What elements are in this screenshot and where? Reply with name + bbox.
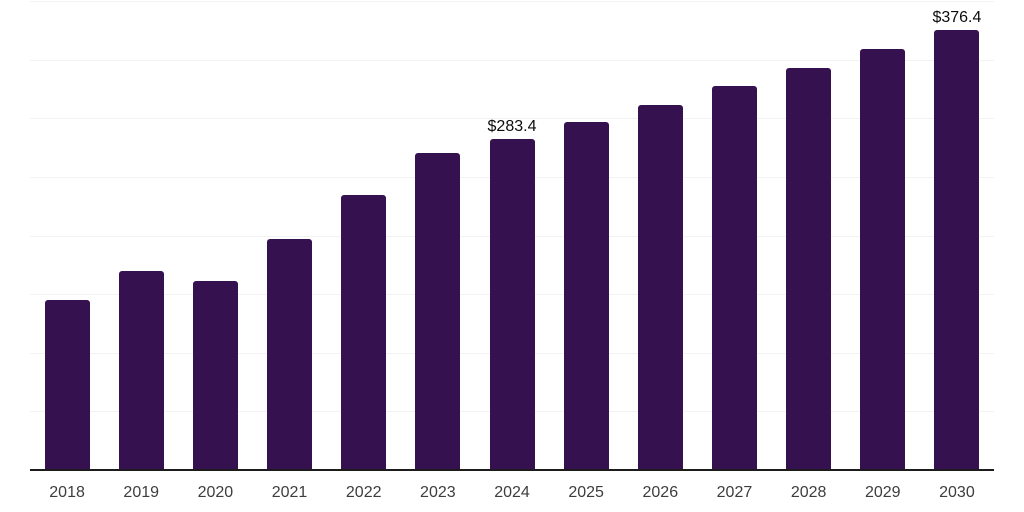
bar-2023 (415, 153, 461, 471)
bar-2024 (489, 138, 535, 471)
x-tick-label-2027: 2027 (716, 484, 753, 501)
x-tick-label-2022: 2022 (345, 484, 382, 501)
gridline-y-400 (30, 1, 994, 2)
x-tick-label-2025: 2025 (568, 484, 604, 501)
bar-2030 (934, 29, 980, 471)
x-tick-label-2020: 2020 (197, 484, 234, 501)
x-tick-label-2029: 2029 (864, 484, 901, 501)
x-tick-label-2028: 2028 (790, 484, 827, 501)
bar-2021 (267, 238, 313, 471)
x-tick-label-2024: 2024 (494, 484, 530, 501)
x-tick-label-2023: 2023 (420, 484, 456, 501)
bar-2026 (637, 105, 683, 471)
x-tick-label-2021: 2021 (271, 484, 308, 501)
bar-2022 (341, 195, 387, 471)
bar-2028 (786, 67, 832, 471)
gridline-y-300 (30, 118, 994, 120)
gridline-y-350 (30, 59, 994, 61)
data-label-2024: $283.4 (487, 117, 537, 135)
bar-2029 (860, 48, 906, 471)
bar-2019 (118, 270, 164, 471)
x-tick-label-2026: 2026 (642, 484, 679, 501)
x-axis-line (30, 469, 994, 471)
x-tick-label-2018: 2018 (49, 484, 85, 501)
bar-2025 (563, 121, 609, 471)
x-tick-label-2030: 2030 (939, 484, 975, 501)
bar-2018 (44, 299, 90, 471)
bar-2020 (192, 281, 238, 471)
x-tick-label-2019: 2019 (123, 484, 160, 501)
plot-area (30, 1, 994, 471)
bar-2027 (711, 86, 757, 471)
data-label-2030: $376.4 (932, 8, 982, 26)
